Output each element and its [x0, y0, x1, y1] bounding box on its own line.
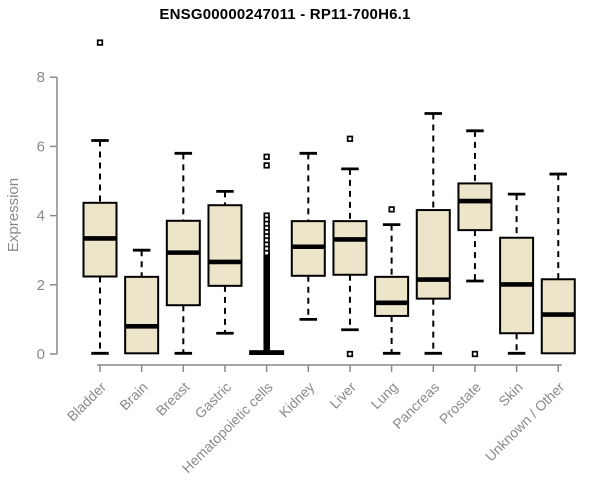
box-rect — [374, 275, 410, 317]
outlier-point — [346, 350, 354, 358]
box-group-kidney — [290, 151, 326, 321]
x-category-label-brain: Brain — [116, 379, 150, 413]
x-category-label-liver: Liver — [326, 379, 359, 412]
x-category-label-kidney: Kidney — [276, 379, 318, 421]
x-category-label-prostate: Prostate — [436, 379, 484, 427]
outlier-point — [263, 249, 270, 257]
chart-title: ENSG00000247011 - RP11-700H6.1 — [159, 6, 411, 23]
outlier-point — [471, 350, 479, 358]
box-group-gastric — [207, 189, 243, 335]
box-group-hematopoietic-cells — [249, 153, 285, 355]
box-rect — [332, 220, 368, 276]
box-group-brain — [124, 248, 160, 355]
y-tick-label: 8 — [37, 69, 45, 86]
box-group-breast — [165, 151, 201, 355]
box-rect — [207, 204, 243, 287]
outlier-point — [263, 162, 270, 169]
y-tick-label: 4 — [37, 208, 45, 225]
outlier-point — [96, 39, 104, 46]
x-category-label-lung: Lung — [367, 379, 400, 412]
x-category-label-unknown-other: Unknown / Other — [482, 379, 568, 465]
outlier-point — [263, 153, 270, 160]
outlier-point — [388, 206, 395, 213]
box-group-pancreas — [415, 112, 451, 355]
box-rect — [415, 209, 451, 300]
x-category-label-skin: Skin — [495, 379, 526, 410]
box-rect — [457, 182, 493, 232]
box-group-liver — [332, 135, 368, 358]
y-tick-label: 2 — [37, 277, 45, 294]
box-group-skin — [499, 192, 535, 355]
outlier-point — [346, 135, 354, 142]
y-tick-label: 0 — [37, 346, 45, 363]
box-group-unknown-other — [540, 172, 576, 355]
box-group-prostate — [457, 129, 493, 358]
box-group-bladder — [82, 39, 118, 355]
y-tick-label: 6 — [37, 138, 45, 155]
box-group-lung — [374, 206, 410, 355]
box-rect — [124, 275, 160, 355]
box-rect — [165, 219, 201, 307]
x-category-label-bladder: Bladder — [64, 379, 110, 425]
x-category-label-breast: Breast — [153, 379, 193, 419]
